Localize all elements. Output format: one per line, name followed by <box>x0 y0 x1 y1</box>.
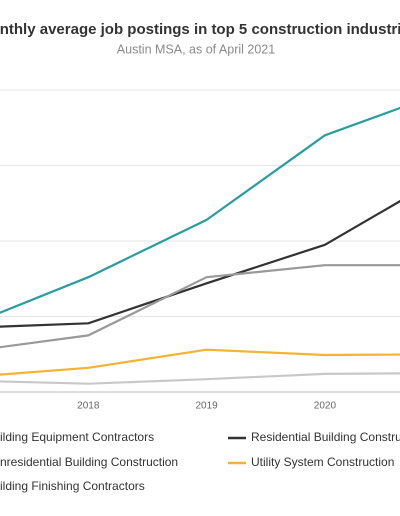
legend-label: ilding Finishing Contractors <box>0 479 145 493</box>
series-line <box>0 348 400 376</box>
x-tick-label: 2019 <box>195 401 218 412</box>
series-line <box>0 106 400 314</box>
legend-label: nresidential Building Construction <box>0 455 178 469</box>
legend-label: Utility System Construction <box>251 455 394 469</box>
x-tick-label: 2020 <box>314 401 337 412</box>
legend-label: ilding Equipment Contractors <box>0 430 154 444</box>
chart-title: onthly average job postings in top 5 con… <box>0 21 400 38</box>
series-line <box>0 199 400 328</box>
series-line <box>0 372 400 385</box>
x-tick-label: 2018 <box>77 401 100 412</box>
series-line <box>0 264 400 349</box>
chart-subtitle: Austin MSA, as of April 2021 <box>117 42 275 56</box>
legend-label: Residential Building Constru <box>251 430 400 444</box>
